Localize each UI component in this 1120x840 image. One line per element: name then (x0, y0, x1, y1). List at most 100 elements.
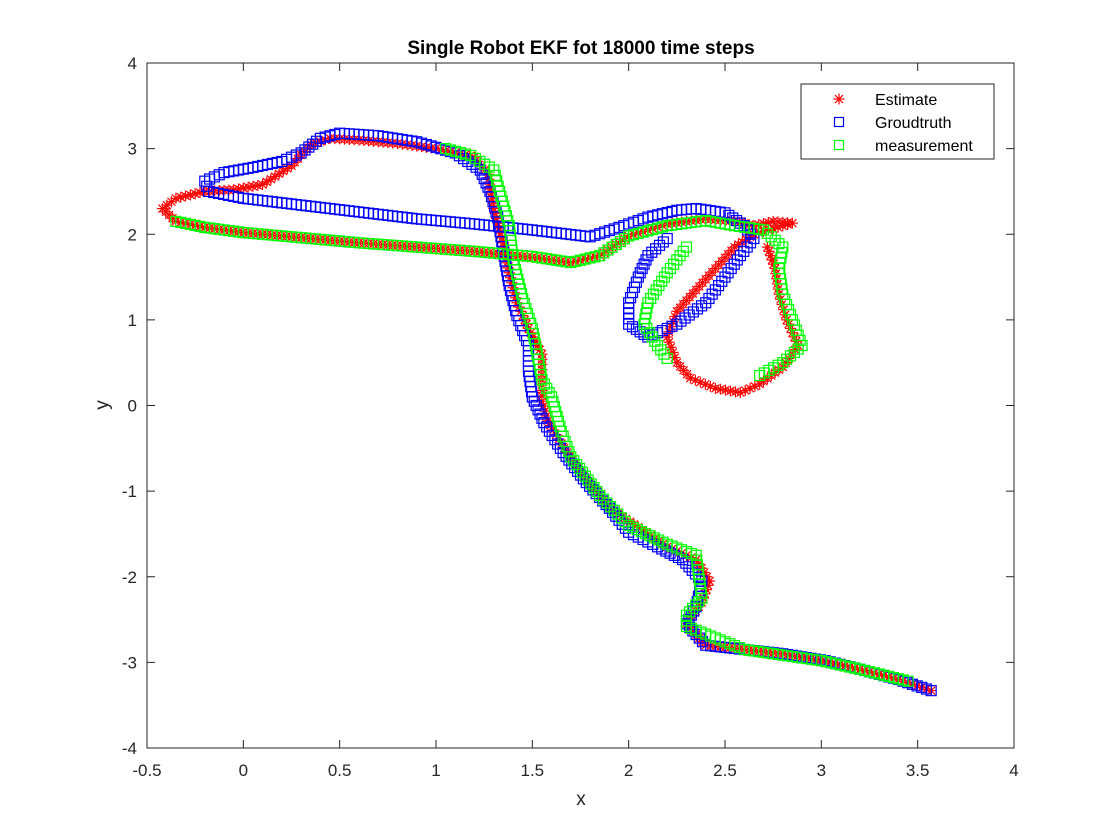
data-point-estimate (699, 378, 711, 390)
data-point-groudtruth (453, 150, 466, 162)
data-point-measurement (588, 482, 600, 494)
data-point-groudtruth (731, 254, 743, 266)
legend: Estimate Groudtruth measurement (800, 83, 995, 160)
data-point-estimate (194, 187, 206, 199)
asterisk-stroke (726, 386, 735, 396)
data-point-measurement (602, 244, 614, 256)
asterisk-stroke (834, 94, 844, 104)
data-point-measurement (618, 233, 631, 245)
data-point-measurement (792, 343, 804, 355)
data-point-measurement (631, 523, 643, 536)
data-point-groudtruth (734, 250, 747, 262)
data-point-measurement (585, 478, 597, 490)
data-point-measurement (610, 238, 622, 251)
data-point-measurement (687, 602, 699, 615)
asterisk-stroke (764, 246, 774, 256)
data-point-groudtruth (719, 271, 731, 283)
data-point-groudtruth (661, 232, 673, 245)
data-point-groudtruth (532, 404, 544, 416)
data-point-groudtruth (632, 271, 644, 283)
data-point-groudtruth (679, 312, 691, 324)
data-point-groudtruth (626, 321, 639, 333)
y-tick-label: -2 (122, 568, 137, 587)
data-point-measurement (661, 538, 673, 550)
asterisk-stroke (700, 379, 710, 389)
data-point-measurement (765, 231, 777, 243)
y-tick-label: 2 (128, 225, 137, 244)
asterisk-stroke (664, 337, 674, 347)
data-point-groudtruth (700, 297, 712, 309)
data-point-groudtruth (538, 417, 550, 429)
data-point-groudtruth (693, 632, 705, 644)
data-point-measurement (683, 606, 696, 618)
data-point-groudtruth (709, 284, 721, 296)
data-point-measurement (649, 335, 661, 347)
data-point-measurement (781, 353, 793, 365)
y-tick-label: 0 (128, 397, 137, 416)
data-point-measurement (754, 369, 766, 382)
data-point-measurement (594, 489, 606, 502)
data-point-measurement (627, 521, 639, 534)
x-tick-label: 1 (431, 761, 440, 780)
data-point-groudtruth (638, 258, 650, 270)
data-point-measurement (640, 528, 652, 540)
asterisk-stroke (162, 200, 172, 210)
asterisk-stroke (721, 385, 730, 395)
asterisk-stroke (685, 373, 695, 383)
data-point-measurement (661, 352, 673, 365)
asterisk-stroke (715, 384, 725, 394)
data-point-measurement (594, 250, 606, 262)
data-point-groudtruth (744, 237, 757, 249)
data-point-groudtruth (716, 275, 728, 287)
y-tick-label: 3 (128, 140, 137, 159)
data-point-groudtruth (687, 306, 699, 318)
data-point-groudtruth (650, 243, 662, 255)
x-tick-label: 1.5 (521, 761, 545, 780)
chart-title: Single Robot EKF fot 18000 time steps (407, 38, 754, 59)
data-point-groudtruth (725, 262, 737, 275)
data-point-groudtruth (474, 164, 486, 176)
asterisk-stroke (672, 306, 682, 316)
data-point-measurement (571, 458, 583, 471)
data-point-measurement (606, 241, 618, 253)
legend-items: Estimate Groudtruth measurement (833, 92, 973, 155)
data-point-measurement (653, 534, 665, 546)
data-point-groudtruth (657, 236, 669, 248)
data-point-measurement (761, 227, 773, 239)
legend-label: Groudtruth (875, 115, 951, 132)
data-point-measurement (591, 485, 603, 498)
data-point-groudtruth (536, 412, 548, 424)
data-point-groudtruth (314, 132, 326, 144)
data-point-groudtruth (728, 258, 740, 270)
y-axis-ticks: -4 -3 -2 -1 0 1 2 3 4 (122, 54, 1014, 758)
data-point-measurement (757, 224, 770, 236)
legend-marker (833, 93, 845, 105)
data-point-measurement (658, 348, 670, 360)
asterisk-stroke (767, 255, 777, 265)
data-point-groudtruth (303, 141, 315, 153)
asterisk-stroke (690, 375, 700, 385)
data-point-estimate (772, 221, 784, 233)
y-axis-label: y (92, 400, 113, 410)
legend-box (800, 83, 995, 160)
x-tick-label: 0.5 (328, 761, 352, 780)
y-tick-label: 4 (128, 54, 137, 73)
data-point-measurement (769, 234, 781, 246)
asterisk-stroke (773, 222, 783, 232)
data-point-measurement (623, 519, 635, 531)
data-point-measurement (614, 235, 627, 248)
x-tick-label: 3.5 (906, 761, 930, 780)
asterisk-stroke (778, 221, 788, 231)
data-point-groudtruth (466, 158, 478, 170)
data-point-measurement (576, 466, 589, 478)
data-point-estimate (786, 217, 798, 229)
data-point-estimate (165, 196, 177, 208)
data-point-measurement (671, 254, 683, 266)
series-measurement (170, 143, 914, 687)
asterisk-stroke (697, 563, 706, 573)
plot-area (146, 62, 1015, 749)
data-point-groudtruth (703, 292, 715, 305)
asterisk-stroke (522, 319, 531, 329)
data-point-measurement (612, 508, 624, 520)
